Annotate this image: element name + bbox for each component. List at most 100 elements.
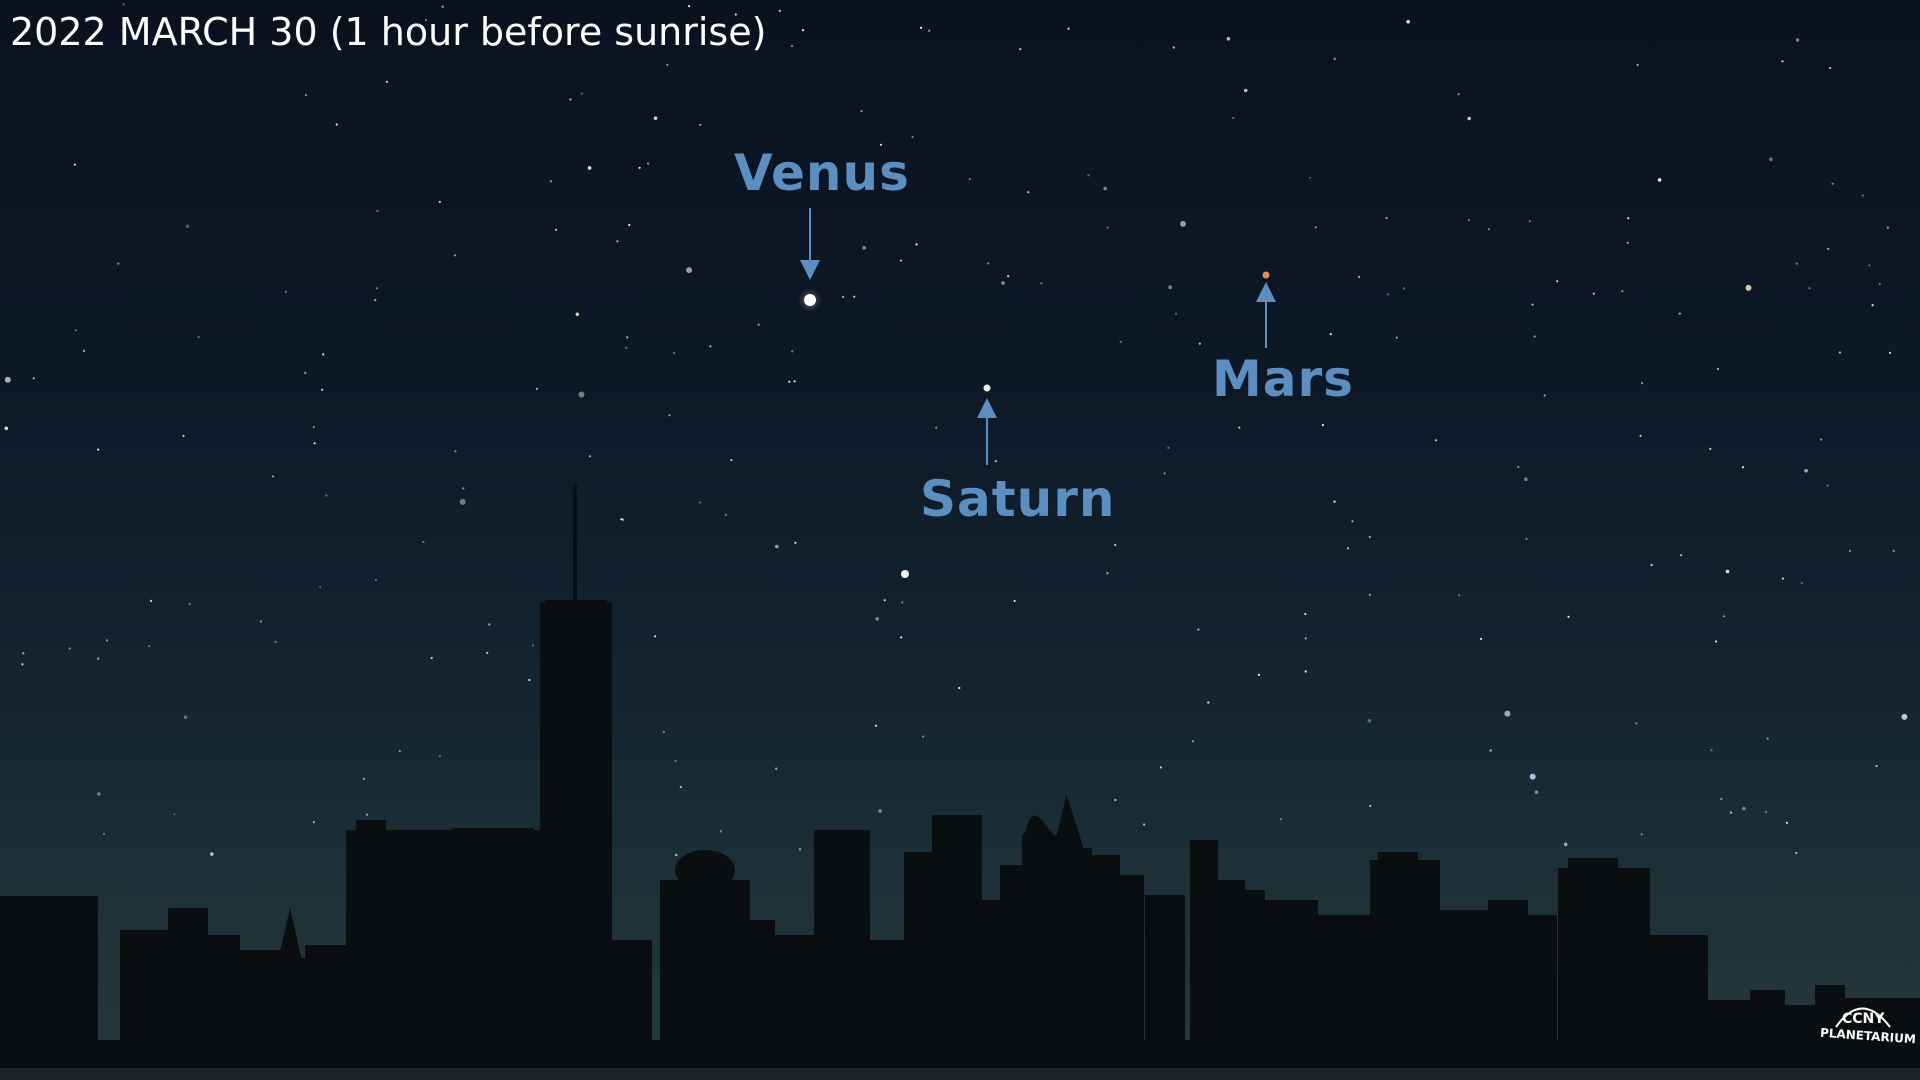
star [335, 123, 338, 126]
star [1406, 19, 1410, 24]
star [1680, 554, 1683, 557]
star [531, 644, 535, 647]
star [274, 640, 277, 643]
star [1119, 340, 1122, 343]
star [625, 346, 628, 349]
mars-label: Mars [1212, 350, 1354, 408]
star [862, 246, 866, 250]
star [587, 166, 592, 170]
star [791, 350, 794, 353]
star [122, 3, 125, 6]
star [313, 442, 316, 445]
star [801, 29, 805, 32]
star [74, 329, 77, 332]
star [1723, 615, 1726, 618]
star [968, 178, 971, 181]
star [1529, 773, 1536, 780]
star [674, 759, 677, 763]
star [1627, 217, 1630, 220]
star [621, 518, 625, 521]
star [528, 678, 531, 682]
star [1741, 466, 1744, 469]
star [1163, 472, 1166, 475]
star [1487, 228, 1490, 231]
star [1892, 549, 1895, 553]
star [775, 544, 779, 549]
star [1385, 216, 1388, 220]
star [1333, 57, 1336, 61]
star [1745, 284, 1752, 291]
star [778, 9, 781, 12]
star [462, 487, 465, 490]
star [654, 635, 657, 638]
star [1517, 465, 1520, 469]
star [1067, 27, 1070, 30]
star [1329, 333, 1332, 336]
star [32, 377, 35, 380]
star [1467, 219, 1470, 222]
star [97, 657, 100, 660]
star [842, 295, 845, 299]
star [668, 414, 671, 417]
star [1106, 226, 1109, 229]
star [271, 475, 275, 478]
star [1678, 312, 1681, 315]
star [626, 336, 629, 339]
star [1007, 275, 1010, 278]
star [1243, 88, 1248, 93]
star [1368, 535, 1371, 539]
star [321, 388, 324, 391]
star [883, 599, 886, 602]
star [1175, 312, 1178, 315]
star [616, 240, 619, 243]
star [1040, 282, 1043, 285]
mars-planet [1262, 271, 1270, 279]
star [441, 5, 444, 8]
star [653, 116, 658, 120]
star [148, 645, 151, 648]
star [1524, 477, 1528, 482]
star [1808, 287, 1811, 290]
star [1861, 194, 1864, 197]
star [1710, 748, 1713, 752]
star [575, 312, 580, 317]
bright-star [901, 570, 909, 578]
star [117, 262, 120, 265]
ccny-planetarium-logo: CCNY PLANETARIUM [1812, 995, 1917, 1055]
star [1543, 394, 1546, 397]
star [709, 345, 712, 348]
star [1304, 612, 1307, 616]
logo-line-2: PLANETARIUM [1819, 1025, 1917, 1047]
star [424, 19, 428, 22]
star [928, 29, 931, 32]
star [1556, 280, 1559, 283]
star [1027, 191, 1030, 194]
star [555, 228, 558, 231]
star [1878, 282, 1881, 285]
star [284, 290, 287, 293]
venus-glow [798, 288, 822, 312]
star [430, 656, 433, 660]
star [376, 209, 379, 212]
star [1191, 740, 1195, 743]
star [1351, 520, 1354, 523]
star [1640, 382, 1644, 385]
star [1766, 737, 1769, 740]
star [224, 41, 227, 44]
star [21, 663, 24, 666]
star [1831, 182, 1834, 185]
star [68, 647, 71, 650]
star [304, 371, 307, 374]
star [647, 162, 650, 165]
star [259, 620, 263, 623]
star [1567, 615, 1570, 618]
star [1657, 178, 1662, 182]
star [1467, 116, 1471, 121]
star [1314, 226, 1317, 229]
star [1795, 38, 1800, 42]
star [438, 755, 441, 758]
star [1621, 290, 1624, 293]
star [1826, 484, 1829, 487]
star [1207, 701, 1210, 704]
